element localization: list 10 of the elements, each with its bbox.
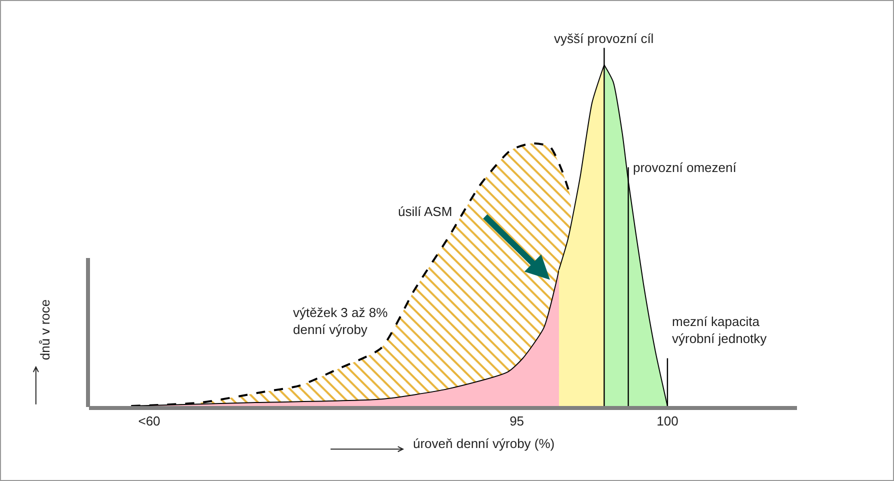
annotation: výtěžek 3 až 8% denní výroby (293, 305, 388, 337)
y-axis-title: dnů v roce (38, 299, 53, 360)
x-tick-label: 95 (510, 414, 524, 429)
ref-line-label: provozní omezení (633, 160, 737, 175)
x-axis-title: úroveň denní výroby (%) (413, 436, 555, 451)
ref-line-label: vyšší provozní cíl (554, 31, 654, 46)
x-tick-label: 100 (656, 414, 678, 429)
ref-line-label: mezní kapacita výrobní jednotky (672, 314, 768, 346)
annotation: úsilí ASM (398, 204, 452, 219)
x-tick-label: <60 (138, 414, 160, 429)
